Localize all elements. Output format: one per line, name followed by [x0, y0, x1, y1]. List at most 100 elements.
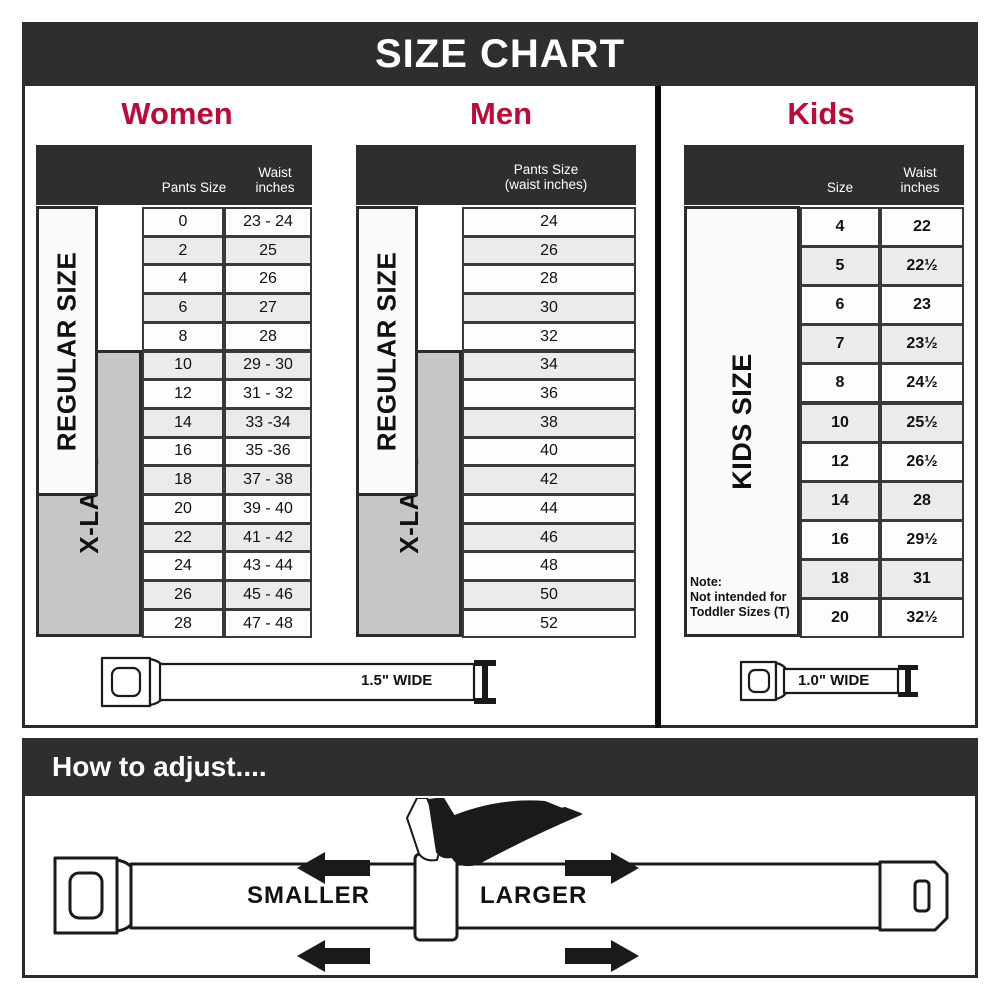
- belt-svg-adult: [100, 656, 496, 708]
- women-col-header-waist-line1: Waist: [258, 165, 292, 180]
- belt-width-label-adult: 1.5" WIDE: [361, 672, 433, 689]
- kids-row-cell-size: 4: [800, 207, 880, 248]
- how-to-adjust-heading: How to adjust....: [52, 751, 267, 782]
- kids-col-header-waist-line2: inches: [900, 180, 940, 195]
- hand-icon: [406, 798, 582, 867]
- men-row-cell-size: 30: [462, 293, 636, 323]
- women-row-cell-waist: 26: [224, 264, 312, 295]
- women-row-cell-waist: 33 -34: [224, 407, 312, 438]
- men-row-cell-size: 26: [462, 235, 636, 266]
- men-row-cell-size: 24: [462, 207, 636, 237]
- women-regular-label-box: REGULAR SIZE: [36, 206, 98, 496]
- women-col-header-pants-size: Pants Size: [161, 180, 227, 195]
- men-col-header-line2: (waist inches): [504, 177, 588, 192]
- kids-note-line-1: Note:: [690, 575, 722, 589]
- women-row-cell-size: 8: [142, 321, 224, 352]
- kids-size-label: KIDS SIZE: [726, 353, 757, 490]
- women-row-cell-waist: 39 - 40: [224, 494, 312, 524]
- women-row-cell-waist: 31 - 32: [224, 379, 312, 409]
- men-row-cell-size: 32: [462, 321, 636, 352]
- women-row-cell-size: 6: [142, 293, 224, 323]
- men-row-cell-size: 40: [462, 436, 636, 467]
- women-row-cell-size: 18: [142, 465, 224, 495]
- kids-row-cell-size: 6: [800, 285, 880, 326]
- kids-row-cell-size: 10: [800, 402, 880, 443]
- men-regular-label-box: REGULAR SIZE: [356, 206, 418, 496]
- women-row-cell-waist: 27: [224, 293, 312, 323]
- belt-width-diagram-adult: 1.5" WIDE: [96, 650, 526, 712]
- width-marker-adult: [474, 660, 496, 704]
- kids-row-cell-waist: 23½: [880, 324, 964, 365]
- women-col-header-waist-line2: inches: [255, 180, 295, 195]
- title-bar: SIZE CHART: [22, 22, 978, 86]
- men-col-header: Pants Size (waist inches): [466, 162, 626, 192]
- women-row-cell-size: 4: [142, 264, 224, 295]
- women-row-cell-size: 22: [142, 522, 224, 553]
- men-row-cell-size: 38: [462, 407, 636, 438]
- women-row-cell-waist: 28: [224, 321, 312, 352]
- adjust-label-larger: LARGER: [480, 882, 588, 909]
- arrow-right-bottom: [565, 940, 639, 972]
- kids-row-cell-size: 18: [800, 558, 880, 599]
- women-row-cell-size: 20: [142, 494, 224, 524]
- kids-col-header-size: Size: [826, 180, 854, 195]
- width-marker-kids: [898, 665, 918, 697]
- kids-row-cell-waist: 24½: [880, 363, 964, 404]
- women-row-cell-waist: 25: [224, 235, 312, 266]
- men-row-cell-size: 46: [462, 522, 636, 553]
- how-to-adjust-bar: How to adjust....: [22, 738, 978, 796]
- women-col-header-waist: Waist inches: [240, 165, 310, 195]
- kids-header-band: [684, 145, 964, 205]
- kids-row-cell-waist: 28: [880, 480, 964, 521]
- kids-row-cell-waist: 32½: [880, 598, 964, 639]
- women-row-cell-size: 0: [142, 207, 224, 237]
- men-row-cell-size: 42: [462, 465, 636, 495]
- kids-row-cell-size: 12: [800, 441, 880, 482]
- kids-col-header-waist-line1: Waist: [903, 165, 937, 180]
- kids-row-cell-waist: 26½: [880, 441, 964, 482]
- kids-size-label-box: KIDS SIZE: [684, 206, 800, 637]
- section-divider: [655, 86, 661, 728]
- belt-width-diagram-kids: 1.0" WIDE: [736, 655, 936, 707]
- section-heading-kids: Kids: [787, 96, 855, 131]
- women-row-cell-size: 12: [142, 379, 224, 409]
- arrow-left-top: [297, 852, 370, 884]
- kids-row-cell-size: 20: [800, 598, 880, 639]
- men-row-cell-size: 52: [462, 608, 636, 639]
- kids-row-cell-size: 14: [800, 480, 880, 521]
- kids-row-cell-size: 7: [800, 324, 880, 365]
- women-row-cell-waist: 35 -36: [224, 436, 312, 467]
- buckle-window: [747, 668, 771, 694]
- women-row-cell-waist: 47 - 48: [224, 608, 312, 639]
- women-row-cell-waist: 29 - 30: [224, 350, 312, 381]
- women-row-cell-size: 16: [142, 436, 224, 467]
- men-row-cell-size: 36: [462, 379, 636, 409]
- kids-row-cell-waist: 22: [880, 207, 964, 248]
- kids-row-cell-waist: 31: [880, 558, 964, 599]
- women-row-cell-size: 2: [142, 235, 224, 266]
- section-heading-women: Women: [121, 96, 233, 131]
- women-row-cell-size: 10: [142, 350, 224, 381]
- buckle-window: [110, 666, 142, 698]
- women-regular-label: REGULAR SIZE: [51, 251, 82, 451]
- men-row-cell-size: 34: [462, 350, 636, 381]
- women-row-cell-waist: 23 - 24: [224, 207, 312, 237]
- kids-note: Note: Not intended for Toddler Sizes (T): [690, 575, 800, 620]
- kids-row-cell-waist: 23: [880, 285, 964, 326]
- men-regular-label: REGULAR SIZE: [371, 251, 402, 451]
- women-row-cell-size: 28: [142, 608, 224, 639]
- women-row-cell-waist: 45 - 46: [224, 580, 312, 610]
- adjust-belt-svg: [53, 798, 949, 972]
- kids-col-header-waist: Waist inches: [885, 165, 955, 195]
- women-row-cell-waist: 37 - 38: [224, 465, 312, 495]
- women-row-cell-waist: 41 - 42: [224, 522, 312, 553]
- kids-note-line-2: Not intended for: [690, 590, 787, 604]
- belt-slider: [413, 852, 459, 942]
- belt-tail-hole: [913, 879, 931, 913]
- men-header-band: [356, 145, 636, 205]
- page-title: SIZE CHART: [375, 31, 625, 76]
- women-header-band: [36, 145, 312, 205]
- women-row-cell-size: 26: [142, 580, 224, 610]
- section-heading-men: Men: [470, 96, 532, 131]
